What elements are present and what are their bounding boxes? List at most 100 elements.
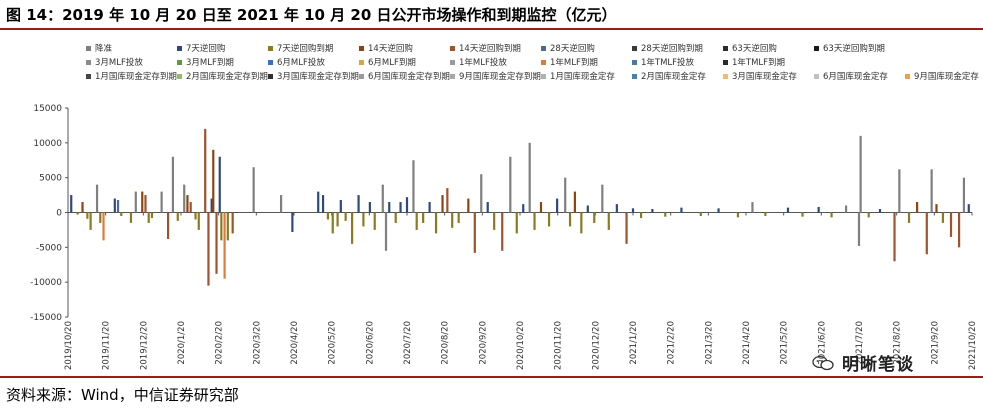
data-bar	[967, 204, 970, 213]
legend-label: 6月国库现金定存	[823, 72, 888, 82]
legend-label: 14天逆回购到期	[459, 44, 521, 54]
x-tick-label: 2020/1/20	[177, 321, 187, 365]
data-bar	[357, 195, 360, 213]
legend-label: 1年TMLF投放	[641, 58, 695, 68]
data-bar	[446, 188, 449, 213]
x-tick-label: 2020/9/20	[478, 321, 488, 365]
data-bar	[830, 212, 833, 218]
legend-swatch	[541, 73, 546, 79]
data-bar	[568, 212, 572, 227]
data-bar	[412, 160, 415, 213]
x-tick-label: 2021/3/20	[704, 321, 714, 365]
data-bar	[95, 184, 99, 213]
data-bar	[501, 212, 504, 251]
data-bar	[878, 209, 882, 213]
data-bar	[539, 202, 543, 213]
data-bar	[351, 212, 354, 244]
data-bar	[183, 184, 186, 213]
legend-item: 7天逆回购	[177, 42, 225, 54]
x-tick-label: 2020/10/20	[516, 321, 526, 370]
data-bar	[467, 198, 470, 213]
x-tick-label: 2021/10/20	[968, 321, 978, 370]
legend-label: 28天逆回购到期	[641, 44, 703, 54]
data-bar	[405, 197, 409, 213]
data-bar	[194, 212, 197, 220]
data-bar	[89, 212, 92, 230]
data-bar	[786, 207, 790, 213]
data-bar	[451, 212, 454, 228]
data-bar	[223, 212, 226, 279]
data-bar	[394, 212, 397, 223]
legend-item: 1月国库现金定存	[541, 70, 615, 82]
data-bar	[373, 212, 376, 230]
data-bar	[422, 212, 425, 223]
data-bar	[215, 212, 218, 274]
legend-swatch	[268, 73, 273, 79]
y-tick-label: -10000	[30, 278, 62, 288]
legend-item: 2月国库现金定存	[632, 70, 706, 82]
x-tick-label: 2020/6/20	[365, 321, 375, 365]
data-bar	[564, 177, 567, 213]
data-bar	[291, 212, 294, 233]
data-bar	[898, 169, 901, 213]
legend-swatch	[632, 45, 637, 51]
data-bar	[147, 212, 150, 223]
data-bar	[639, 212, 643, 219]
legend-label: 63天逆回购到期	[823, 44, 885, 54]
data-bar	[631, 208, 635, 213]
legend-swatch	[268, 45, 273, 51]
legend-item: 28天逆回购到期	[632, 42, 703, 54]
data-bar	[801, 212, 804, 217]
data-bar	[962, 177, 966, 213]
data-bar	[212, 149, 215, 213]
legend-label: 1年MLF投放	[459, 58, 507, 68]
data-bar	[381, 184, 384, 213]
data-bar	[129, 212, 133, 223]
data-bar	[859, 135, 862, 213]
legend-label: 3月国库现金定存到期	[277, 72, 359, 82]
data-bar	[171, 156, 175, 213]
data-bar	[717, 208, 720, 213]
data-bar	[204, 128, 207, 213]
legend-item: 6月国库现金定存	[814, 70, 888, 82]
y-tick-label: 15000	[33, 104, 62, 114]
x-tick-label: 2021/8/20	[893, 321, 903, 365]
legend-swatch	[177, 45, 182, 51]
legend-label: 3月MLF到期	[186, 58, 234, 68]
x-tick-label: 2019/11/20	[102, 321, 112, 370]
data-bar	[473, 212, 476, 253]
data-bar	[220, 212, 223, 241]
legend-item: 2月国库现金定存到期	[177, 70, 268, 82]
data-bar	[141, 191, 144, 213]
legend-item: 3月国库现金定存	[723, 70, 797, 82]
legend-swatch	[723, 45, 728, 51]
data-bar	[533, 212, 536, 230]
y-tick-label: 0	[56, 209, 62, 219]
legend-swatch	[905, 73, 910, 79]
data-bar	[509, 156, 512, 213]
legend-label: 63天逆回购	[732, 44, 777, 54]
x-tick-label: 2020/7/20	[403, 321, 413, 365]
data-bar	[457, 212, 460, 223]
legend-label: 2月国库现金定存	[641, 72, 706, 82]
data-bar	[321, 195, 325, 213]
data-bar	[81, 202, 84, 213]
data-bar	[399, 202, 402, 213]
legend-swatch	[814, 45, 819, 51]
data-bar	[207, 212, 210, 286]
data-bar	[176, 212, 179, 221]
legend-item: 28天逆回购	[541, 42, 595, 54]
legend-item: 63天逆回购	[723, 42, 777, 54]
legend-label: 6月MLF投放	[277, 58, 325, 68]
data-bar	[317, 191, 320, 213]
x-tick-label: 2020/2/20	[215, 321, 225, 365]
legend-swatch	[723, 73, 728, 79]
data-bar	[120, 212, 123, 216]
data-bar	[415, 212, 418, 230]
data-bar	[907, 212, 911, 223]
data-bar	[528, 142, 531, 213]
x-tick-label: 2021/5/20	[780, 321, 790, 365]
data-bar	[857, 212, 861, 246]
data-bar	[384, 212, 388, 251]
legend-label: 2月国库现金定存到期	[186, 72, 268, 82]
